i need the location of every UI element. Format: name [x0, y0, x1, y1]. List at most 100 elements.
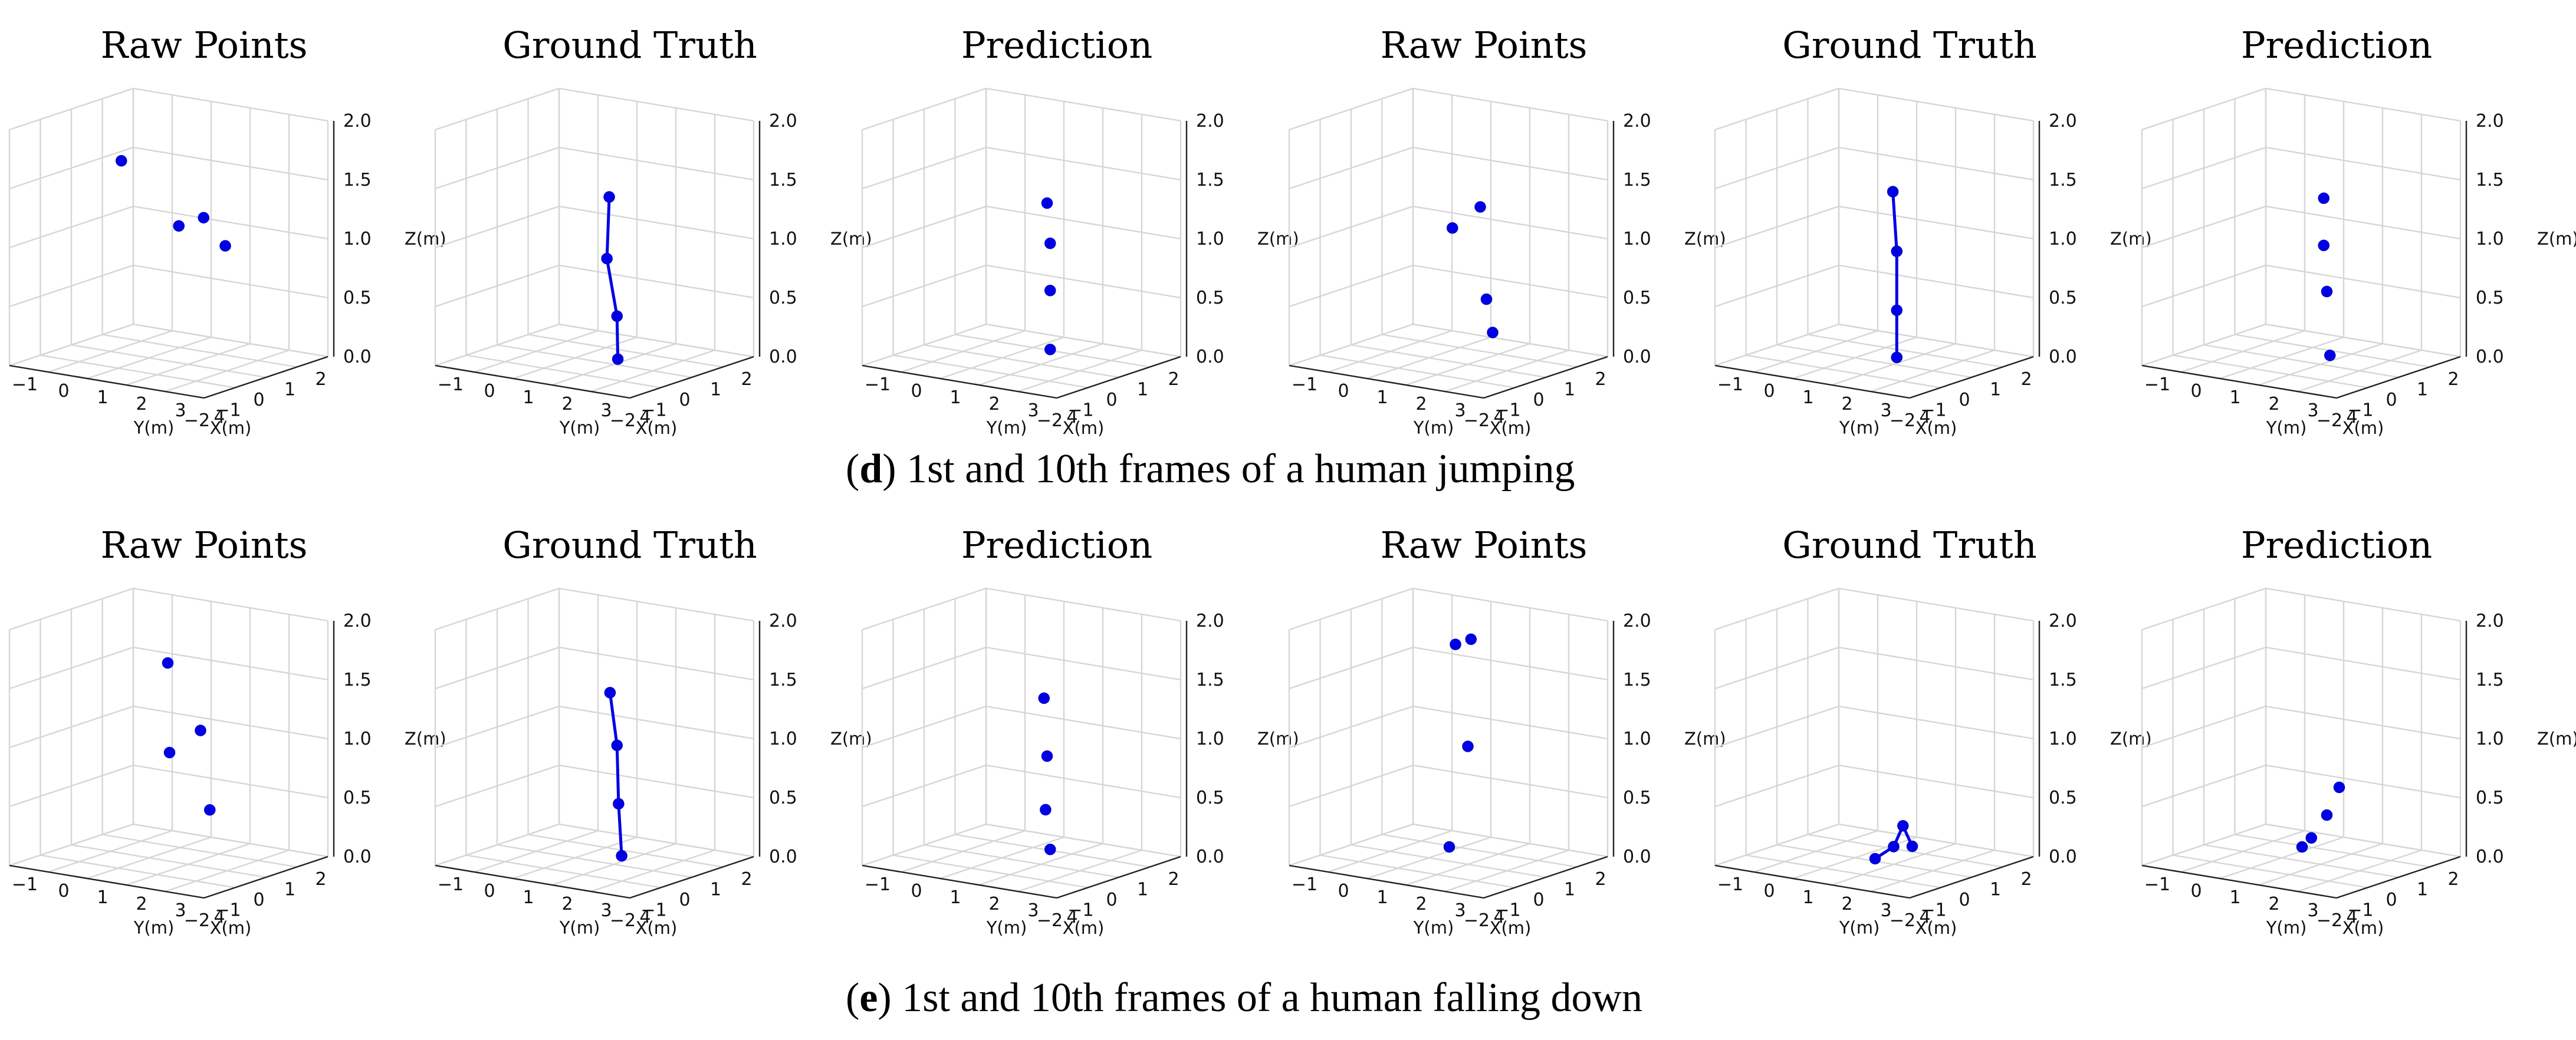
grid-y-floor — [551, 842, 676, 886]
y-tick-label: 2 — [561, 394, 573, 414]
data-point — [163, 746, 176, 759]
grid-z-line — [1289, 646, 1608, 690]
grid-x-floor — [497, 844, 692, 878]
grid-z-line — [862, 587, 1181, 631]
z-tick-label: 0.5 — [2476, 288, 2504, 308]
y-axis-line — [862, 864, 1057, 899]
z-tick-label: 0.0 — [1623, 347, 1651, 367]
z-tick-label: 1.5 — [2049, 670, 2077, 690]
grid-y-floor — [2297, 849, 2422, 893]
z-tick-label: 2.0 — [2476, 611, 2504, 631]
data-point — [1041, 750, 1053, 762]
y-tick-label: 2 — [136, 394, 147, 414]
x-tick-label: 2 — [1595, 369, 1606, 390]
grid-x-floor — [102, 834, 297, 868]
y-tick-label: 0 — [1338, 381, 1349, 401]
z-tick-label: 0.0 — [1196, 847, 1224, 867]
x-axis-line — [203, 855, 328, 899]
y-axis-line — [1289, 864, 1484, 899]
grid-x-floor — [1412, 323, 1608, 358]
data-point — [1888, 841, 1900, 853]
caption-e: (e) 1st and 10th frames of a human falli… — [846, 975, 1642, 1021]
grid-x-floor — [2235, 834, 2430, 868]
z-axis-label: Z(m) — [405, 229, 446, 249]
data-point — [2324, 350, 2336, 361]
grid-z-line — [1714, 764, 2034, 808]
z-tick-label: 1.5 — [1623, 670, 1651, 690]
y-axis-label: Y(m) — [559, 418, 600, 438]
panel-title: Ground Truth — [1782, 24, 2037, 67]
data-point — [162, 657, 174, 669]
y-tick-label: 4 — [1919, 407, 1930, 427]
grid-z-line — [435, 146, 754, 190]
x-axis-line — [2336, 855, 2461, 899]
grid-z-line — [2141, 205, 2461, 249]
grid-x-floor — [40, 354, 235, 389]
panel-2: −2 −1 0 1 2−1 0 1 2 3 40.00.51.01.52.0X(m)Y(m)Z(m… — [434, 24, 872, 438]
grid-x-floor — [985, 823, 1181, 858]
z-axis-label: Z(m) — [1684, 729, 1726, 749]
x-tick-label: 2 — [315, 369, 326, 390]
y-tick-label: −1 — [1717, 374, 1743, 395]
z-tick-label: 2.0 — [343, 111, 372, 131]
z-tick-label: 1.0 — [2476, 229, 2504, 249]
grid-y-floor — [2258, 842, 2383, 886]
y-tick-label: 3 — [175, 400, 186, 421]
z-tick-label: 1.0 — [2476, 729, 2504, 749]
x-tick-label: −1 — [1067, 900, 1093, 921]
y-tick-label: −1 — [1292, 374, 1317, 395]
grid-x-floor — [1746, 354, 1941, 389]
z-tick-label: 1.0 — [1623, 729, 1651, 749]
grid-y-floor — [165, 349, 290, 393]
x-tick-label: 1 — [1990, 380, 2001, 400]
x-tick-label: 1 — [1137, 380, 1148, 400]
x-tick-label: 0 — [1106, 390, 1117, 410]
y-tick-label: 4 — [639, 407, 650, 427]
z-tick-label: 1.5 — [343, 170, 372, 190]
data-point — [1487, 327, 1499, 338]
grid-y-floor — [474, 830, 599, 873]
x-tick-label: 1 — [1137, 880, 1148, 900]
y-tick-label: 0 — [2190, 881, 2202, 901]
z-tick-label: 0.0 — [1196, 347, 1224, 367]
z-tick-label: 1.5 — [769, 670, 797, 690]
z-tick-label: 1.5 — [769, 170, 797, 190]
z-axis-label: Z(m) — [830, 229, 872, 249]
grid-y-floor — [435, 323, 560, 367]
grid-y-floor — [1328, 330, 1453, 373]
data-point — [1891, 304, 1903, 316]
grid-y-floor — [474, 330, 599, 373]
y-tick-label: 4 — [2346, 907, 2357, 927]
x-axis-label: X(m) — [1490, 418, 1532, 438]
x-tick-label: 2 — [2020, 369, 2032, 390]
y-tick-label: 0 — [1763, 881, 1775, 901]
y-tick-label: 3 — [1027, 900, 1039, 921]
grid-z-line — [862, 87, 1181, 131]
z-tick-label: 1.0 — [343, 229, 372, 249]
panel-12: −2 −1 0 1 2−1 0 1 2 3 40.00.51.01.52.0X(m)Y(m)Z(m… — [2141, 524, 2576, 938]
y-tick-label: 0 — [1763, 381, 1775, 401]
y-tick-label: 3 — [600, 400, 612, 421]
skeleton-bone — [605, 196, 611, 259]
y-tick-label: 4 — [639, 907, 650, 927]
x-axis-label: X(m) — [1490, 918, 1532, 938]
y-axis-line — [2141, 364, 2337, 399]
grid-x-floor — [1838, 323, 2034, 358]
grid-x-floor — [985, 323, 1181, 358]
grid-x-floor — [893, 854, 1088, 888]
grid-x-floor — [1351, 844, 1546, 878]
data-point — [1038, 692, 1050, 704]
x-tick-label: 0 — [2386, 890, 2397, 910]
grid-z-line — [1714, 146, 2034, 190]
caption-e-text: 1st and 10th frames of a human falling d… — [892, 975, 1642, 1021]
grid-z-line — [435, 705, 754, 749]
z-tick-label: 0.5 — [769, 788, 797, 808]
z-tick-label: 0.5 — [2476, 788, 2504, 808]
x-tick-label: 2 — [315, 869, 326, 890]
data-point — [198, 212, 209, 223]
grid-z-line — [2141, 87, 2461, 131]
grid-x-floor — [1382, 334, 1577, 368]
y-tick-label: 3 — [600, 900, 612, 921]
data-point — [2321, 809, 2333, 821]
data-point — [604, 687, 616, 699]
